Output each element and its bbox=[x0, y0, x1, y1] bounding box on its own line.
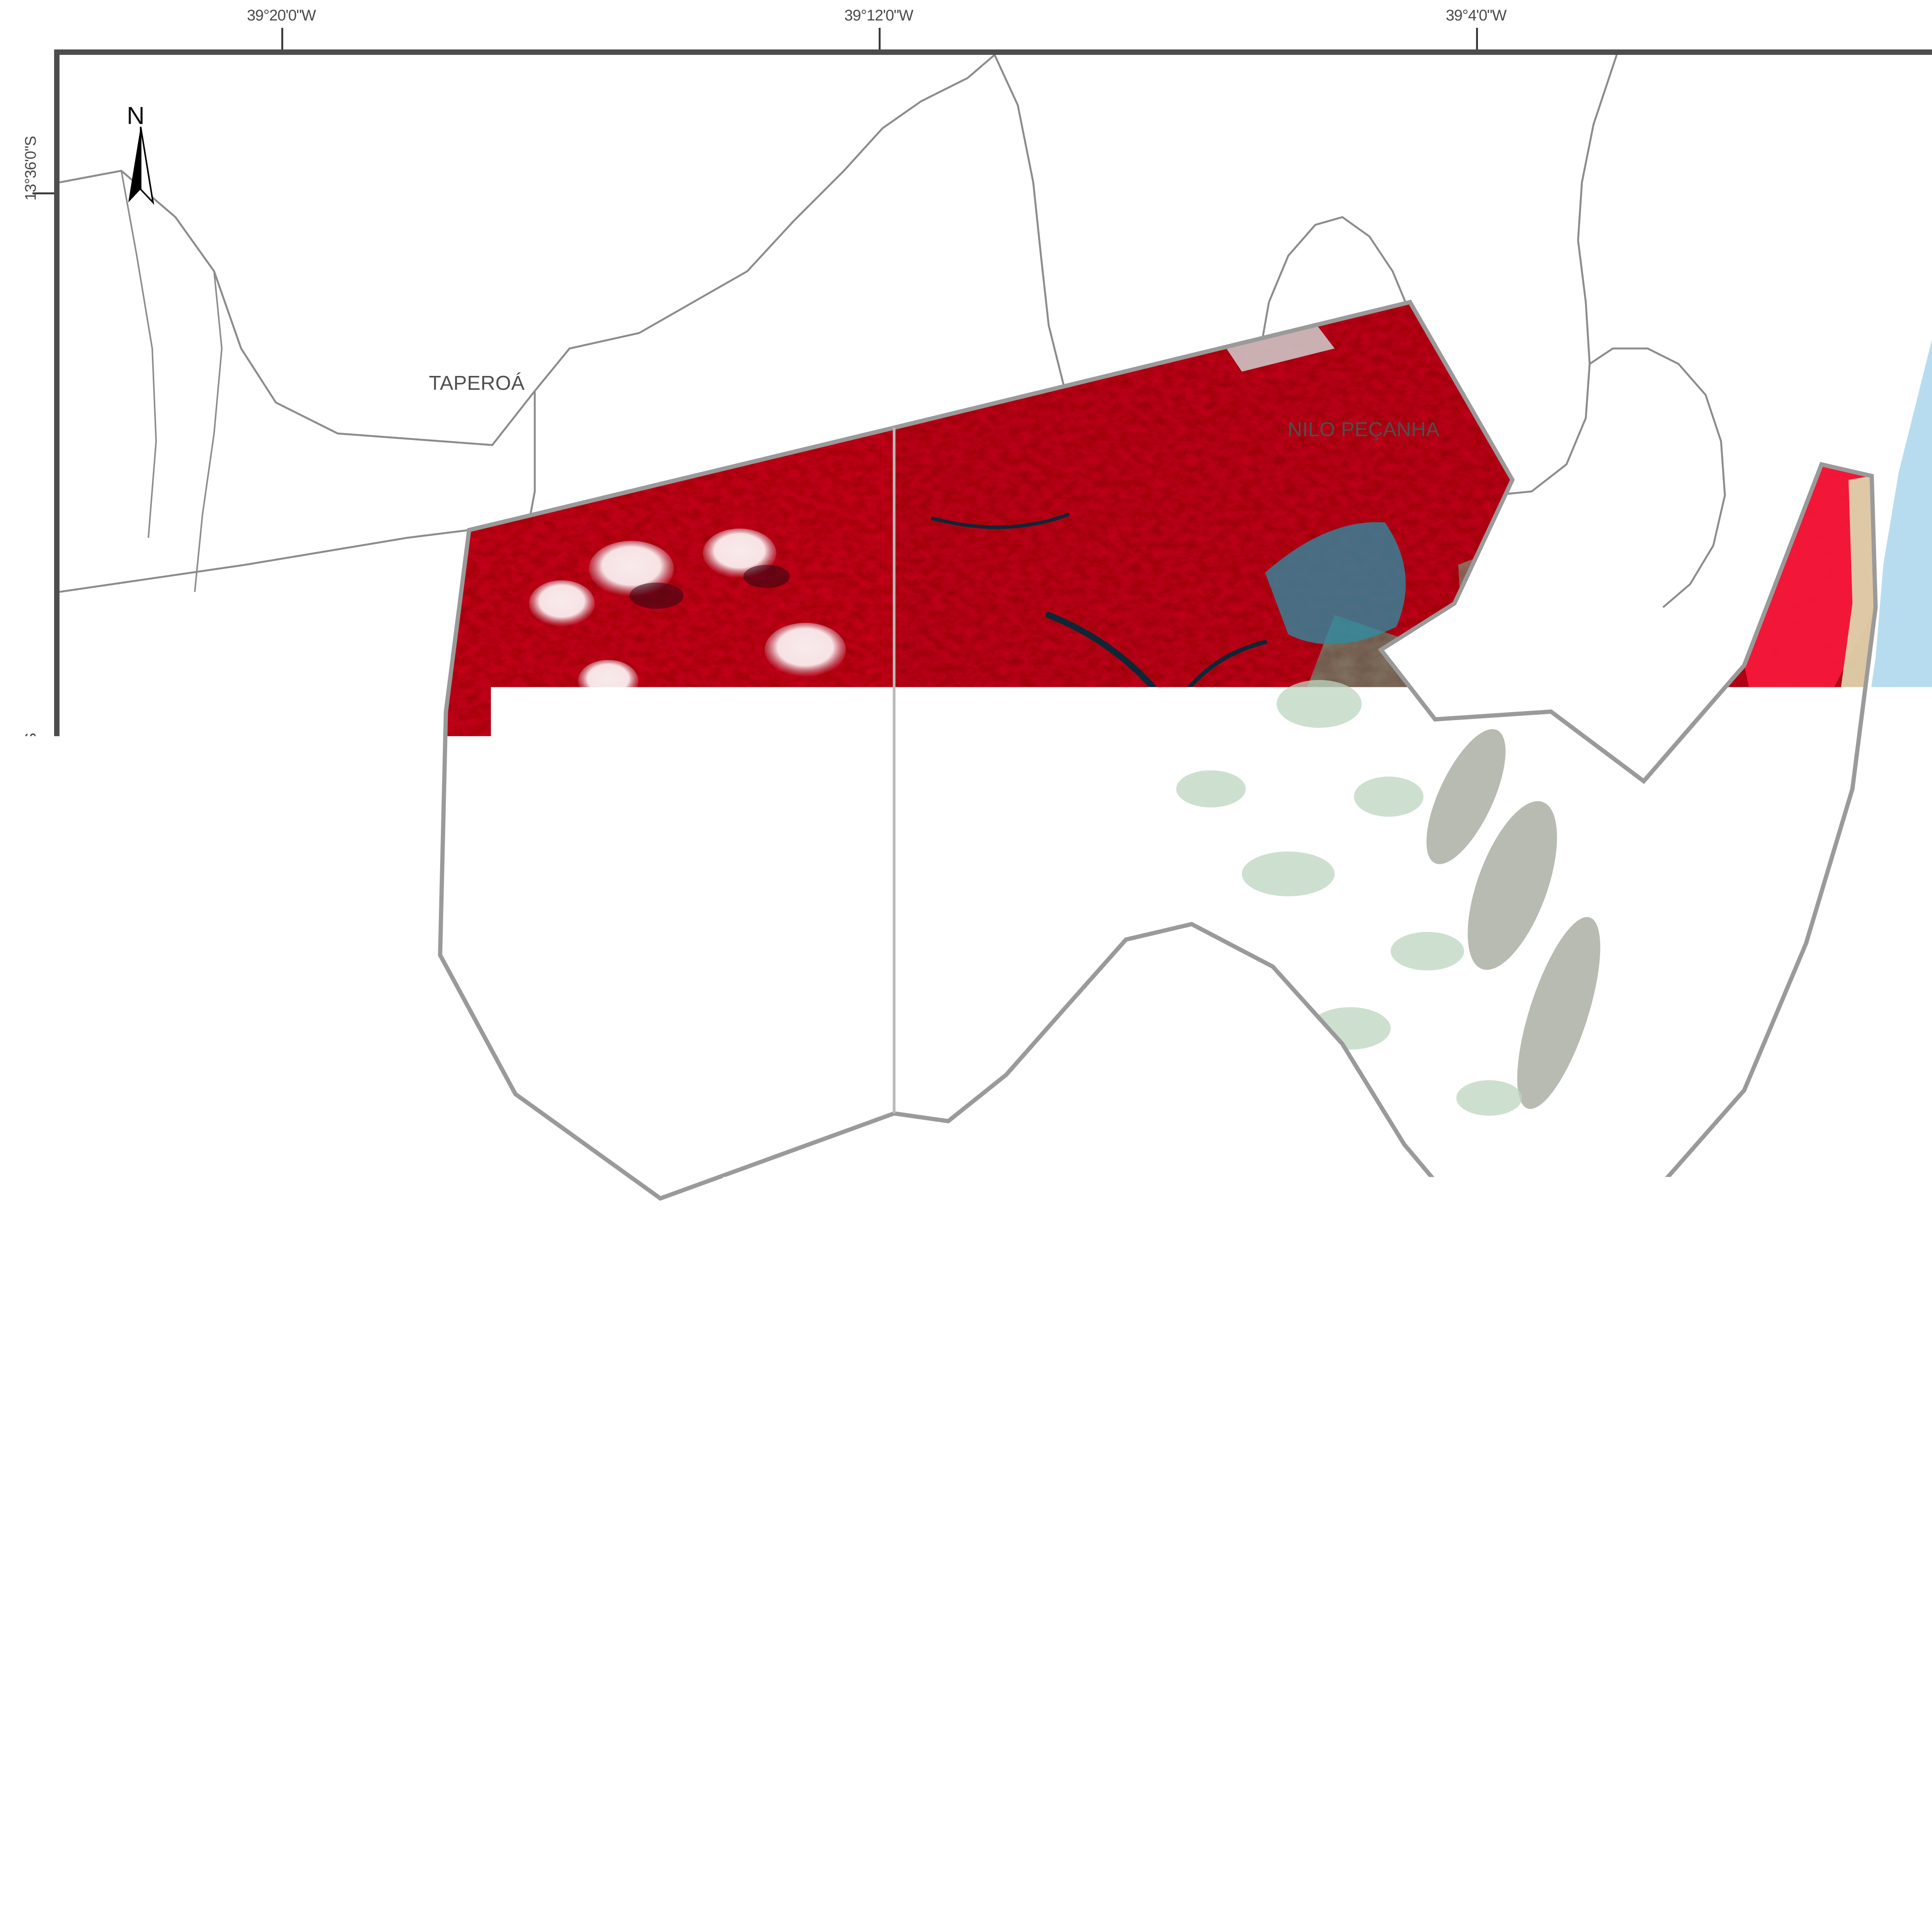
graticule-tick-top-1 bbox=[281, 28, 283, 49]
graticule-label-bottom-2: 39°12'0"W bbox=[844, 1866, 913, 1883]
map-label-taperoa: TAPEROÁ bbox=[429, 372, 525, 395]
map-label-camamu: CAMAMU bbox=[1212, 1786, 1303, 1809]
graticule-label-left-3: 13°52'0"S bbox=[22, 1330, 40, 1446]
scalebar-tick-4: 4 bbox=[244, 1763, 255, 1786]
scalebar-unit-label: 16 km bbox=[656, 1763, 711, 1786]
main-map-frame: N TAPEROÁ NILO PEÇANHA CAIRU PIRAÍ DONOR… bbox=[54, 49, 1932, 1839]
north-arrow-label: N bbox=[127, 101, 145, 130]
scalebar-segment-1 bbox=[87, 1786, 250, 1815]
north-arrow: N bbox=[117, 105, 168, 206]
graticule-label-bottom-3: 39°4'0"W bbox=[1446, 1866, 1507, 1883]
graticule-label-left-1: 13°36'0"S bbox=[22, 136, 40, 252]
graticule-tick-top-2 bbox=[879, 28, 881, 49]
scalebar-segment-3 bbox=[413, 1786, 577, 1815]
graticule-label-bottom-1: 39°20'0"W bbox=[247, 1866, 316, 1883]
graticule-tick-bottom-1 bbox=[281, 1839, 283, 1861]
scale-bar: 0 4 8 16 km bbox=[87, 1763, 740, 1815]
map-label-marau: MARAÚ bbox=[1922, 1786, 1932, 1809]
graticule-tick-bottom-3 bbox=[1476, 1839, 1478, 1861]
map-vector-layer bbox=[60, 55, 1932, 1834]
graticule-label-top-1: 39°20'0"W bbox=[247, 7, 316, 24]
satellite-tile-west bbox=[407, 287, 948, 1253]
scalebar-segment-4 bbox=[577, 1786, 740, 1815]
graticule-label-left-2: 13°44'0"S bbox=[22, 733, 40, 849]
graticule-label-top-3: 39°4'0"W bbox=[1446, 7, 1507, 24]
map-label-igrapiuna: IGRAPIÚNA bbox=[966, 1484, 1078, 1508]
graticule-tick-bottom-2 bbox=[879, 1839, 881, 1861]
map-canvas: N TAPEROÁ NILO PEÇANHA CAIRU PIRAÍ DONOR… bbox=[60, 55, 1932, 1834]
graticule-label-top-2: 39°12'0"W bbox=[844, 7, 913, 24]
graticule-tick-top-3 bbox=[1476, 28, 1478, 49]
scalebar-segment-2 bbox=[250, 1786, 413, 1815]
scalebar-tick-0: 0 bbox=[81, 1763, 92, 1786]
map-label-pirai-do-norte: PIRAÍ DO NORTE bbox=[235, 998, 325, 1045]
map-label-nilo-pecanha: NILO PEÇANHA bbox=[1287, 418, 1439, 442]
scalebar-tick-8: 8 bbox=[408, 1763, 419, 1786]
ocean-polygon bbox=[1856, 55, 1932, 1834]
